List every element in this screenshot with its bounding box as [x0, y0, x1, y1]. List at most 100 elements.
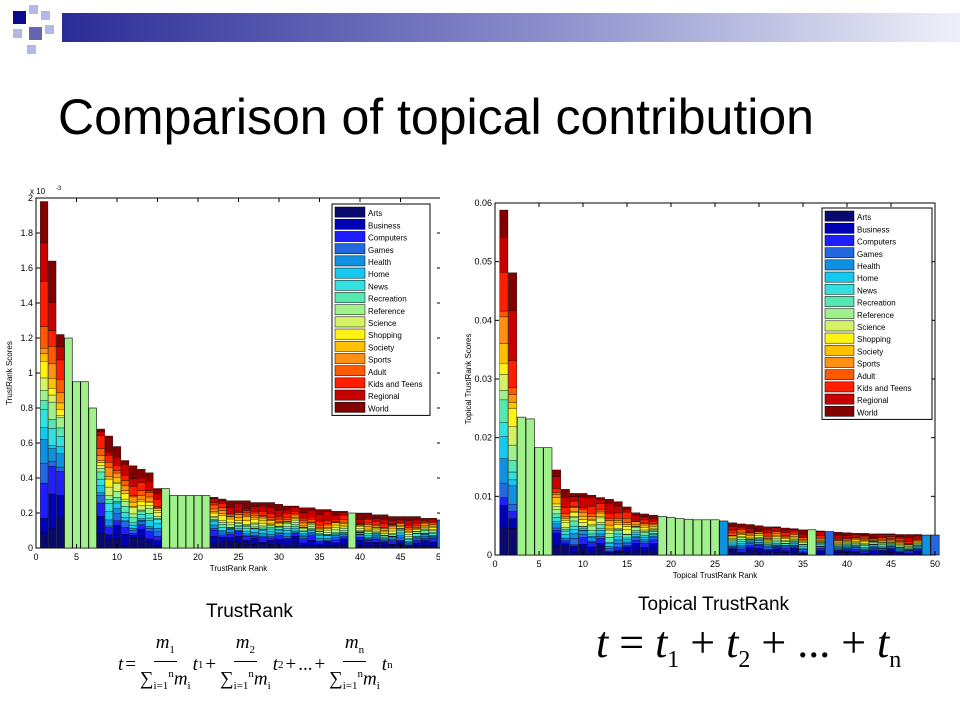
- frac1-sigma: ∑: [140, 668, 154, 690]
- bar-segment-news: [153, 519, 162, 524]
- bar-34: [789, 528, 799, 556]
- legend-label-reference: Reference: [368, 307, 405, 316]
- bar-segment-computers: [851, 549, 861, 552]
- bar-segment-adult: [587, 513, 597, 517]
- deco-square-3: [41, 11, 50, 20]
- bar-segment-recreation: [112, 497, 122, 502]
- bar-segment-computers: [904, 551, 913, 554]
- bar-segment-news: [242, 528, 251, 532]
- formula2-t2: t: [726, 618, 739, 667]
- bar-segment-society: [508, 401, 517, 409]
- legend-label-science: Science: [857, 323, 886, 332]
- bar-segment-regional: [242, 508, 251, 511]
- bar-segment-games: [210, 528, 219, 531]
- bar-50: [436, 519, 440, 549]
- bar-segment-kids-and-teens: [763, 532, 773, 537]
- bar-segment-computers: [145, 531, 154, 539]
- bar-segment-reference: [596, 522, 605, 525]
- bar-segment-health: [587, 536, 597, 542]
- bar-segment-regional: [904, 537, 913, 542]
- bar-segment-world: [226, 500, 235, 508]
- legend-swatch-sports: [334, 353, 366, 364]
- bar-segment-reference: [307, 525, 316, 529]
- bar-segment-shopping: [499, 363, 509, 375]
- bar-segment-health: [250, 532, 259, 536]
- legend-label-arts: Arts: [857, 213, 871, 222]
- bar-segment-health: [372, 535, 381, 538]
- bar-segment-news: [816, 543, 825, 545]
- bar-segment: [807, 529, 817, 556]
- bar-segment-home: [631, 533, 641, 537]
- bar-segment-recreation: [242, 525, 251, 529]
- bar-segment-adult: [96, 448, 105, 456]
- bar-segment-news: [104, 502, 113, 512]
- bar-segment-arts: [291, 542, 300, 549]
- bar-segment-games: [388, 539, 397, 541]
- bar-segment-regional: [250, 506, 259, 512]
- legend: Arts Business Computers Games Health Home News…: [821, 207, 933, 420]
- bar-segment-arts: [145, 541, 154, 549]
- bar-segment-world: [364, 512, 373, 519]
- bar-segment-news: [499, 422, 509, 437]
- bar-segment-kids-and-teens: [372, 521, 381, 525]
- bar-segment-science: [218, 520, 227, 523]
- bar-segment-computers: [388, 540, 397, 545]
- bar-segment-home: [121, 517, 130, 521]
- bar-39: [347, 512, 357, 549]
- bar-segment-recreation: [508, 460, 517, 473]
- bar-segment-shopping: [412, 529, 421, 532]
- bar-segment-computers: [754, 544, 764, 549]
- bar-segment-arts: [40, 533, 49, 549]
- bar-segment-regional: [842, 535, 852, 539]
- bar-segment-regional: [877, 534, 887, 538]
- bar-segment-shopping: [210, 512, 219, 517]
- legend-label-news: News: [368, 282, 388, 291]
- x-tick-label: 15: [622, 559, 632, 569]
- bar-segment-arts: [121, 545, 130, 549]
- bar-33: [299, 507, 308, 549]
- bar-segment-adult: [40, 326, 49, 349]
- bar-11: [121, 460, 130, 549]
- bar-segment-arts: [596, 545, 605, 556]
- bar-segment-world: [499, 209, 509, 238]
- bar-segment-computers: [315, 541, 324, 544]
- bar-segment-society: [291, 517, 300, 520]
- bar-4: [525, 418, 535, 556]
- bar-segment-games: [355, 534, 365, 538]
- bar-segment-world: [372, 514, 381, 519]
- bar-segment-society: [499, 343, 509, 364]
- bar-segment-world: [886, 533, 896, 535]
- x-axis-label: TrustRank Rank: [210, 564, 269, 573]
- bar-segment-sports: [895, 541, 905, 543]
- x-tick-label: 0: [33, 552, 38, 562]
- bar-segment: [666, 517, 676, 556]
- bar-segment-world: [396, 516, 405, 520]
- bar-segment-world: [96, 428, 105, 433]
- bar-segment-science: [129, 507, 138, 515]
- bar-segment-world: [789, 528, 799, 530]
- bar-segment-home: [96, 485, 105, 493]
- bar-segment-science: [622, 529, 632, 535]
- bar-segment-regional: [745, 528, 755, 533]
- bar-segment-recreation: [218, 524, 227, 528]
- bar-segment-health: [266, 533, 275, 537]
- bar-25: [234, 500, 243, 549]
- x-axis-label: Topical TrustRank Rank: [673, 571, 758, 580]
- bar-segment-shopping: [145, 502, 154, 506]
- bar-segment-arts: [745, 550, 755, 556]
- bar-segment-business: [40, 518, 49, 534]
- bar-segment-health: [388, 536, 397, 540]
- bar-39: [833, 531, 843, 556]
- bar-segment-news: [380, 536, 389, 539]
- bar-segment-games: [596, 536, 605, 539]
- bar-segment-arts: [388, 544, 397, 549]
- bar-segment-recreation: [798, 544, 808, 547]
- bar-segment-arts: [372, 543, 381, 549]
- bar-segment-sports: [552, 494, 561, 498]
- bar-segment-arts: [299, 545, 308, 549]
- bar-segment-computers: [745, 545, 755, 548]
- bar-segment-society: [877, 540, 887, 543]
- bar-segment-adult: [763, 535, 773, 539]
- legend-swatch-shopping: [334, 328, 366, 340]
- bar-segment-reference: [96, 468, 105, 473]
